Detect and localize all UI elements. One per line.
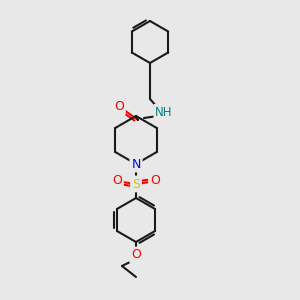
Text: O: O	[114, 100, 124, 113]
Text: O: O	[131, 248, 141, 262]
Text: S: S	[132, 178, 140, 190]
Text: NH: NH	[155, 106, 173, 118]
Text: O: O	[150, 175, 160, 188]
Text: N: N	[131, 158, 141, 170]
Text: O: O	[112, 175, 122, 188]
